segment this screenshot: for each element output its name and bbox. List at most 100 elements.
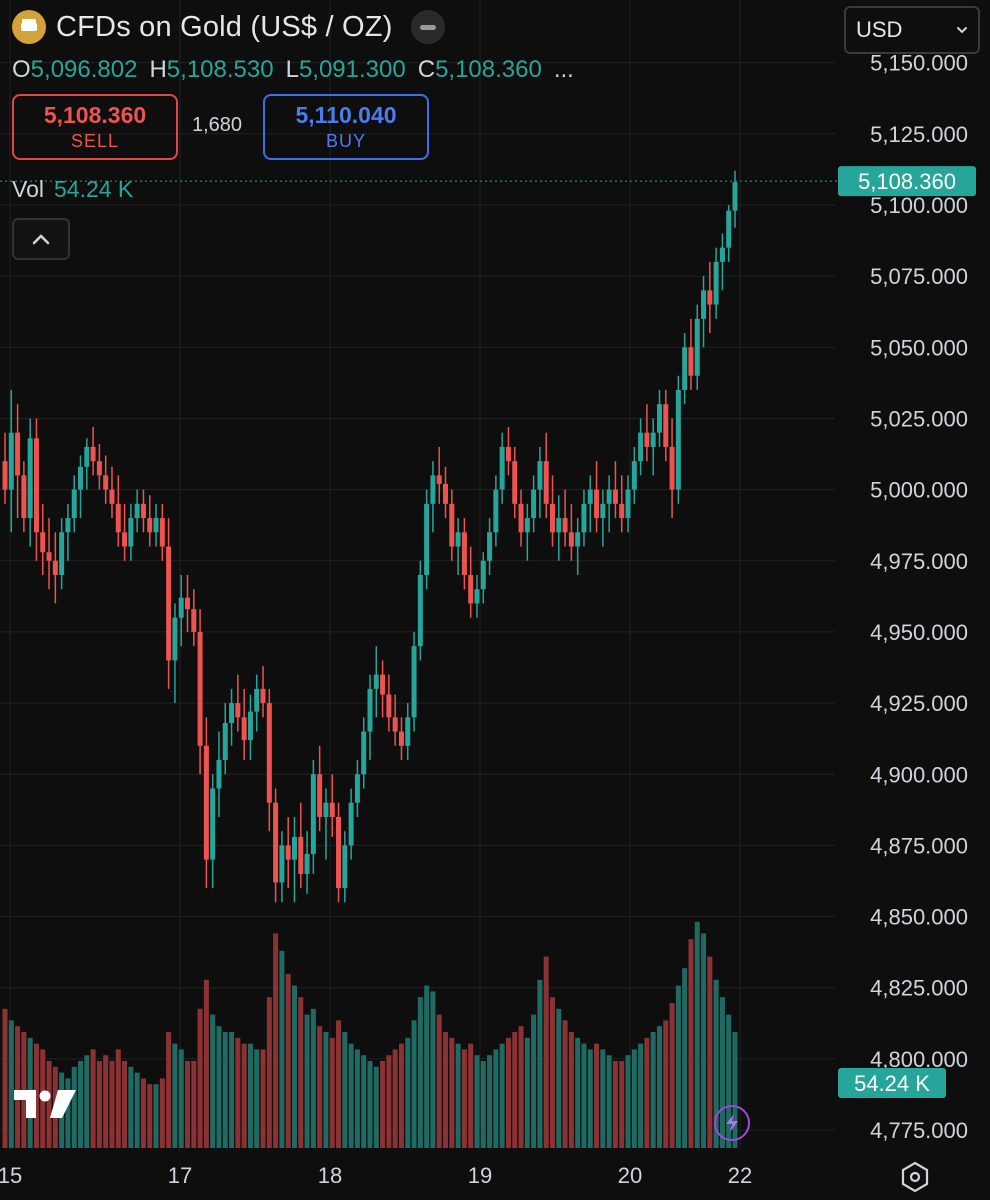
- volume-bar: [644, 1037, 650, 1148]
- candle-body: [96, 461, 102, 476]
- volume-bar: [109, 1061, 115, 1148]
- candle-body: [27, 438, 33, 519]
- candle-body: [625, 489, 631, 519]
- sell-button[interactable]: 5,108.360 SELL: [12, 94, 178, 160]
- candle-body: [178, 597, 184, 618]
- candle-body: [172, 617, 178, 661]
- volume-bar: [329, 1037, 335, 1148]
- candle-body: [631, 461, 637, 490]
- volume-bar: [65, 1078, 71, 1148]
- lightning-icon[interactable]: [714, 1105, 750, 1141]
- volume-bar: [612, 1061, 618, 1148]
- volume-bar: [273, 933, 279, 1148]
- volume-bar: [575, 1037, 581, 1148]
- volume-bar: [505, 1037, 511, 1148]
- price-tick-label: 5,075.000: [870, 264, 968, 289]
- gold-bars-icon: [12, 10, 46, 44]
- volume-bar: [669, 1003, 675, 1148]
- volume-bar: [373, 1066, 379, 1148]
- volume-bar: [568, 1032, 574, 1148]
- volume-bar: [291, 985, 297, 1148]
- volume-bar: [147, 1084, 153, 1148]
- volume-bar: [392, 1049, 398, 1148]
- symbol-header: CFDs on Gold (US$ / OZ): [12, 10, 445, 44]
- candle-body: [713, 261, 719, 305]
- candle-body: [90, 446, 96, 462]
- price-tick-label: 4,800.000: [870, 1047, 968, 1072]
- minus-icon[interactable]: [410, 10, 445, 44]
- more-dots[interactable]: ...: [553, 56, 574, 83]
- last-price-label: 5,108.360: [858, 169, 956, 194]
- candle-body: [719, 247, 725, 262]
- candle-body: [575, 532, 581, 547]
- candle-body: [254, 688, 260, 712]
- candle-body: [537, 461, 543, 490]
- volume-bar: [480, 1061, 486, 1148]
- volume-bar: [663, 1020, 669, 1148]
- tradingview-logo-icon: [14, 1088, 76, 1125]
- volume-bar: [430, 991, 436, 1148]
- volume-bar: [543, 956, 549, 1148]
- candle-body: [688, 347, 694, 376]
- chevron-up-icon[interactable]: [12, 218, 70, 260]
- volume-bar: [713, 979, 719, 1148]
- volume-bar: [398, 1043, 404, 1148]
- volume-bar: [468, 1043, 474, 1148]
- hexagon-settings-icon[interactable]: [898, 1160, 932, 1199]
- candle-body: [122, 532, 128, 547]
- candle-body: [103, 475, 109, 490]
- volume-bar: [285, 974, 291, 1148]
- volume-bar: [411, 1020, 417, 1148]
- price-tick-label: 4,850.000: [870, 905, 968, 930]
- volume-bar: [436, 1014, 442, 1148]
- candle-body: [222, 723, 228, 761]
- volume-bar: [266, 997, 272, 1148]
- candle-body: [59, 532, 65, 575]
- volume-bar: [310, 1008, 316, 1148]
- candle-body: [317, 774, 323, 817]
- price-tick-label: 4,875.000: [870, 833, 968, 858]
- volume-bar: [178, 1049, 184, 1148]
- candle-body: [675, 389, 681, 490]
- chevron-down-icon: [957, 27, 967, 34]
- candle-body: [159, 518, 165, 547]
- candle-body: [361, 731, 367, 775]
- candle-body: [392, 717, 398, 732]
- candle-body: [663, 404, 669, 447]
- volume-bar: [417, 997, 423, 1148]
- candle-body: [581, 503, 587, 533]
- volume-bar: [159, 1078, 165, 1148]
- volume-bar: [197, 1008, 203, 1148]
- price-tick-label: 5,125.000: [870, 122, 968, 147]
- volume-bar: [707, 956, 713, 1148]
- volume-bar: [556, 1008, 562, 1148]
- candle-body: [84, 446, 90, 467]
- open-label: O: [12, 56, 31, 83]
- volume-bar: [172, 1043, 178, 1148]
- low-value: 5,091.300: [298, 56, 406, 83]
- candle-body: [216, 760, 222, 789]
- volume-bar: [405, 1037, 411, 1148]
- candle-body: [279, 845, 285, 883]
- candle-body: [612, 489, 618, 504]
- volume-bar: [594, 1043, 600, 1148]
- spread-value: 1,680: [192, 114, 243, 136]
- price-tick-label: 4,925.000: [870, 691, 968, 716]
- high-label: H: [149, 56, 167, 83]
- candle-body: [518, 503, 524, 533]
- volume-bar: [361, 1055, 367, 1148]
- volume-bar: [461, 1049, 467, 1148]
- candle-body: [235, 703, 241, 718]
- candle-body: [342, 845, 348, 889]
- currency-select[interactable]: USD: [844, 6, 980, 54]
- currency-value: USD: [856, 17, 903, 42]
- candle-body: [15, 432, 21, 476]
- volume-bar: [531, 1014, 537, 1148]
- volume-bar: [682, 968, 688, 1148]
- volume-bar: [78, 1061, 84, 1148]
- price-tick-label: 4,775.000: [870, 1118, 968, 1143]
- buy-button[interactable]: 5,110.040 BUY: [263, 94, 429, 160]
- symbol-title[interactable]: CFDs on Gold (US$ / OZ): [56, 10, 393, 43]
- x-tick-label: 17: [168, 1163, 192, 1188]
